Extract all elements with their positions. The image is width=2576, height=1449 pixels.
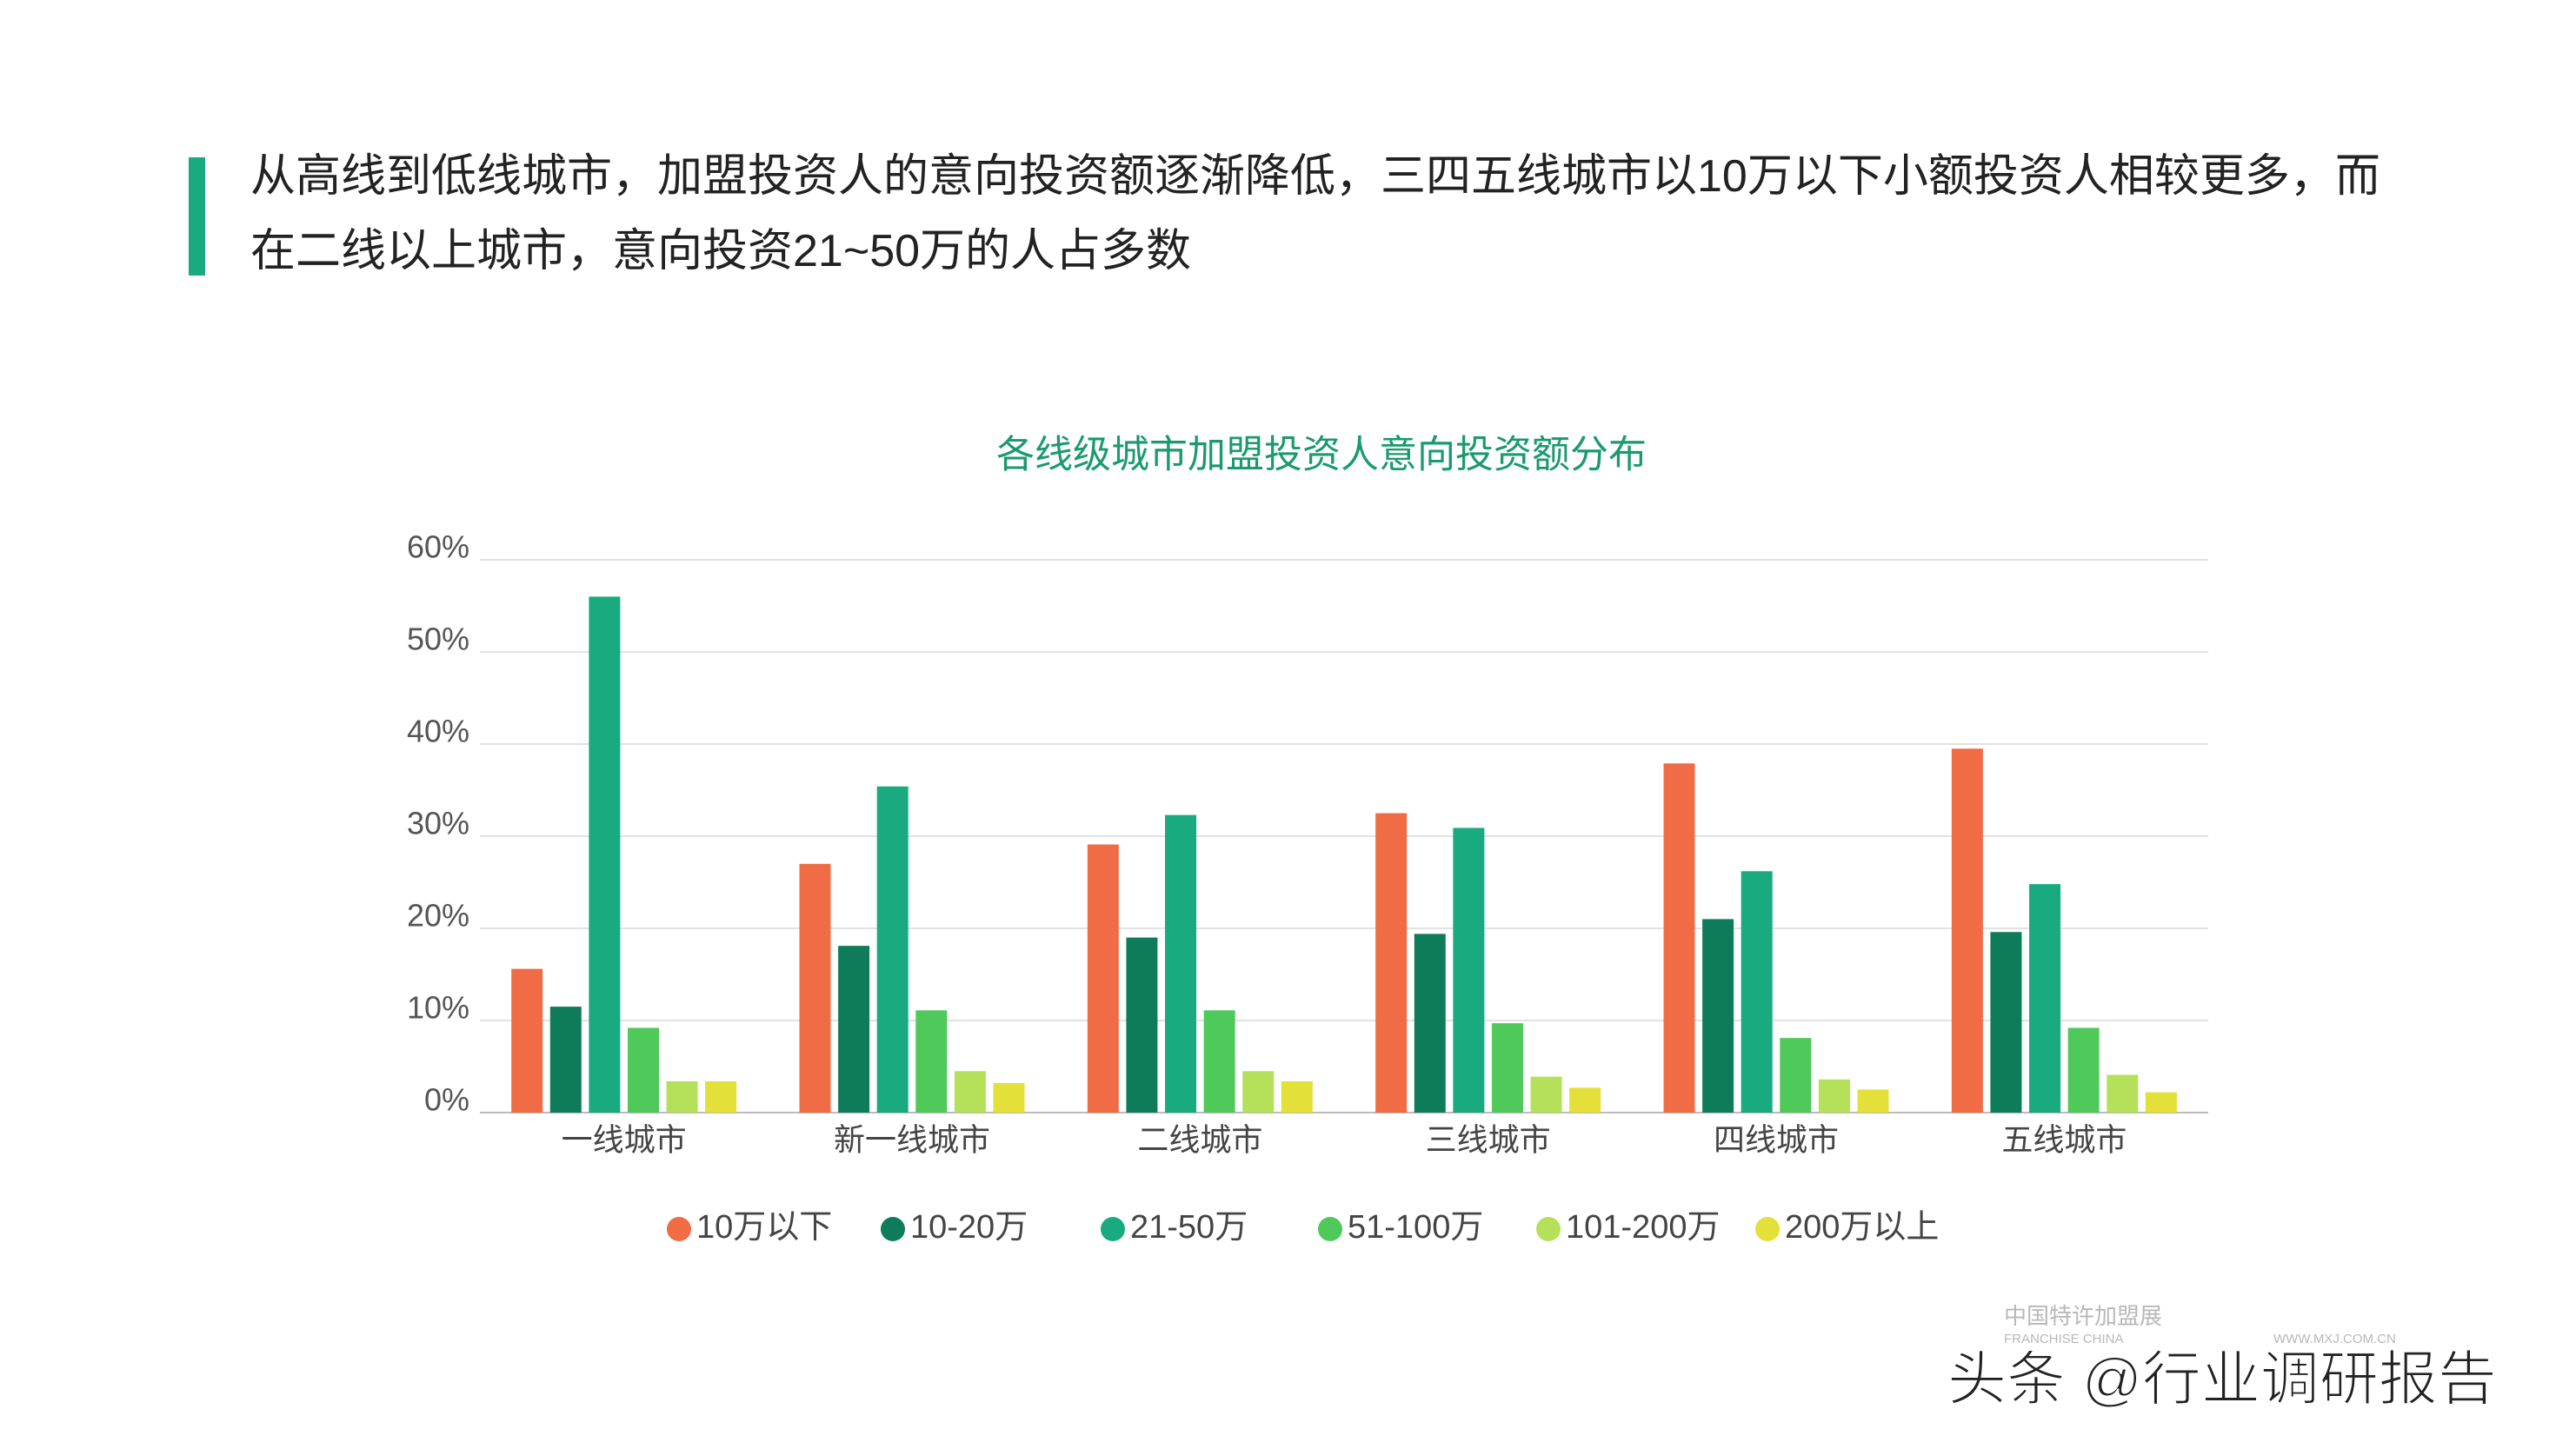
bar [511, 968, 543, 1113]
watermark-source: 头条 @行业调研报告 [1947, 1346, 2497, 1412]
bar [1569, 1087, 1601, 1113]
watermark-logo-sub: WWW.MXJ.COM.CN [2273, 1332, 2396, 1346]
bar [1530, 1076, 1562, 1113]
bar [1780, 1038, 1812, 1113]
bar [1087, 844, 1119, 1113]
legend-marker [1536, 1217, 1561, 1241]
bar [589, 596, 621, 1113]
x-tick-label: 新一线城市 [834, 1122, 990, 1158]
y-tick-label: 40% [407, 714, 469, 749]
bar [1414, 934, 1446, 1113]
legend-marker [1755, 1217, 1780, 1241]
y-tick-label: 60% [407, 529, 469, 565]
bar [2107, 1074, 2139, 1113]
bar [799, 863, 831, 1113]
bar [1990, 932, 2022, 1113]
bar [915, 1010, 948, 1113]
legend-marker [1101, 1217, 1125, 1241]
bar [1818, 1079, 1850, 1113]
bar [1491, 1023, 1523, 1113]
bar [1453, 828, 1485, 1113]
bar [1857, 1089, 1889, 1113]
heading: 从高线到低线城市，加盟投资人的意向投资额逐渐降低，三四五线城市以10万以下小额投… [250, 151, 2380, 276]
bar [1663, 763, 1695, 1113]
x-tick-label: 一线城市 [562, 1122, 687, 1158]
chart-title: 各线级城市加盟投资人意向投资额分布 [996, 434, 1647, 476]
bar [2145, 1092, 2177, 1113]
legend-label: 10-20万 [910, 1209, 1028, 1246]
bar [954, 1071, 986, 1113]
x-tick-label: 二线城市 [1137, 1122, 1262, 1158]
bar [627, 1027, 659, 1113]
bar [666, 1080, 698, 1113]
bar [1281, 1080, 1313, 1113]
legend-marker [881, 1217, 905, 1241]
bar [876, 786, 909, 1113]
bar [705, 1080, 737, 1113]
y-tick-label: 10% [407, 990, 469, 1026]
bar [1702, 919, 1734, 1113]
bar [1741, 871, 1773, 1113]
x-tick-label: 五线城市 [2001, 1122, 2127, 1158]
legend-marker [1318, 1217, 1342, 1241]
watermark-logo: 中国特许加盟展 [2004, 1303, 2162, 1329]
bar [1951, 748, 1983, 1113]
bar [1165, 814, 1197, 1113]
legend-label: 21-50万 [1130, 1209, 1248, 1246]
bar [2029, 884, 2061, 1113]
legend-label: 10万以下 [696, 1209, 832, 1246]
bar [1375, 813, 1408, 1113]
legend-label: 200万以上 [1785, 1209, 1939, 1246]
watermark-logo-sub: FRANCHISE CHINA [2004, 1332, 2124, 1346]
x-tick-label: 三线城市 [1426, 1122, 1551, 1158]
bar [2067, 1027, 2100, 1113]
bar [549, 1007, 582, 1113]
accent-bar [189, 157, 205, 276]
bar [1203, 1010, 1235, 1113]
y-tick-label: 50% [407, 621, 469, 657]
legend-label: 51-100万 [1348, 1209, 1483, 1246]
legend-marker [667, 1217, 691, 1241]
y-tick-label: 30% [407, 806, 469, 841]
bar [1126, 937, 1158, 1113]
y-tick-label: 20% [407, 898, 469, 934]
bar [1242, 1071, 1275, 1113]
y-tick-label: 0% [424, 1082, 469, 1118]
legend-label: 101-200万 [1566, 1209, 1720, 1246]
bar [838, 946, 870, 1113]
bar [993, 1083, 1025, 1113]
x-tick-label: 四线城市 [1714, 1122, 1839, 1158]
